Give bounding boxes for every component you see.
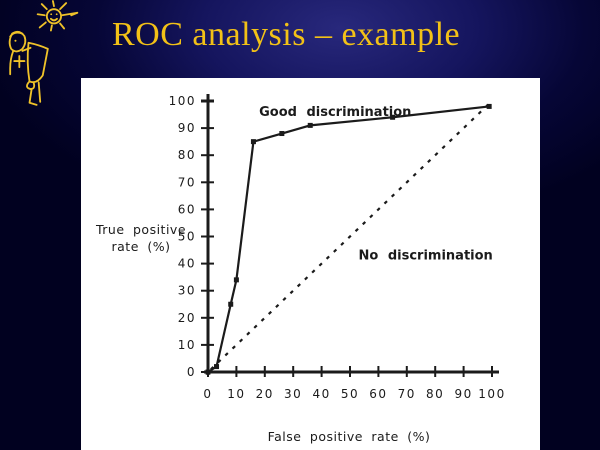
x-tick-label: 20 xyxy=(256,387,274,401)
data-point-marker xyxy=(228,301,234,307)
x-tick-label: 100 xyxy=(478,387,505,401)
person-figure xyxy=(8,30,49,106)
x-tick-label: 80 xyxy=(426,387,444,401)
x-tick-label: 30 xyxy=(284,387,302,401)
x-axis-label: False positive rate (%) xyxy=(268,429,431,444)
data-point-marker xyxy=(486,103,492,109)
chart-panel: 100 90 80 70 60 50 40 30 20 10 0 0 10 20 30 40 50 60 70 80 9… xyxy=(81,78,540,450)
x-tick-label: 70 xyxy=(398,387,416,401)
y-tick-label: 10 xyxy=(178,338,196,352)
annotation-label: No discrimination xyxy=(359,248,493,263)
y-tick-label: 40 xyxy=(178,257,196,271)
y-tick-label: 100 xyxy=(169,94,196,108)
x-tick-label: 60 xyxy=(369,387,387,401)
annotation-label: Good discrimination xyxy=(259,105,411,120)
data-point-marker xyxy=(205,369,211,375)
y-tick-label: 80 xyxy=(178,148,196,162)
x-tick-label: 50 xyxy=(341,387,359,401)
sun-icon xyxy=(36,0,79,32)
person-reading-under-sun-doodle xyxy=(8,0,79,106)
data-point-marker xyxy=(279,131,285,137)
y-tick-label: 0 xyxy=(187,365,196,379)
y-axis-label: True positive rate (%) xyxy=(95,222,186,254)
x-tick-label: 90 xyxy=(454,387,472,401)
y-tick-label: 20 xyxy=(178,311,196,325)
data-point-marker xyxy=(233,277,239,283)
y-tick-label: 30 xyxy=(178,284,196,298)
data-point-marker xyxy=(307,122,313,128)
x-tick-label: 40 xyxy=(312,387,330,401)
y-tick-label: 70 xyxy=(178,175,196,189)
data-point-marker xyxy=(390,114,396,120)
x-tick-label: 0 xyxy=(203,387,212,401)
slide-title: ROC analysis – example xyxy=(112,16,461,53)
x-tick-label: 10 xyxy=(227,387,245,401)
y-tick-label: 90 xyxy=(178,121,196,135)
y-tick-label: 60 xyxy=(178,202,196,216)
data-point-marker xyxy=(214,364,220,370)
data-point-marker xyxy=(250,139,256,145)
y-tick-label: 50 xyxy=(178,230,196,244)
roc-curve xyxy=(207,105,490,373)
